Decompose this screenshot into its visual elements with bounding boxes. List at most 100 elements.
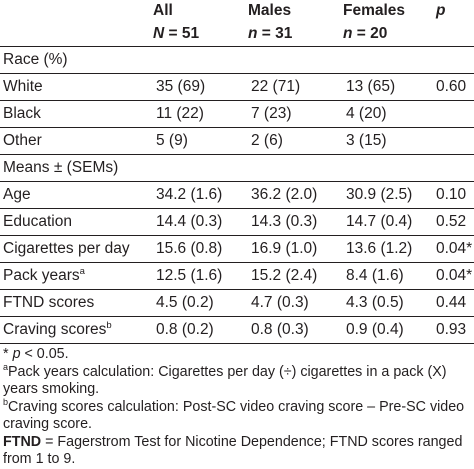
footnote-significance: * p < 0.05. bbox=[3, 346, 471, 364]
section-race: Race (%) bbox=[0, 46, 474, 74]
cell-females: 0.9 (0.4) bbox=[343, 316, 436, 344]
cell-females: 3 (15) bbox=[343, 127, 436, 155]
section-race-label: Race (%) bbox=[0, 46, 474, 74]
footnote-a-marker: a bbox=[3, 361, 9, 372]
row-label: Education bbox=[0, 208, 153, 236]
cell-p: 0.04* bbox=[436, 235, 474, 263]
cell-males: 22 (71) bbox=[248, 73, 343, 101]
footnote-ftnd-text: = Fagerstrom Test for Nicotine Dependenc… bbox=[3, 433, 463, 468]
table-row: Education 14.4 (0.3) 14.3 (0.3) 14.7 (0.… bbox=[0, 208, 474, 236]
count-eq-all: = 51 bbox=[164, 25, 200, 42]
cell-males: 14.3 (0.3) bbox=[248, 208, 343, 236]
section-means-label: Means ± (SEMs) bbox=[0, 154, 474, 182]
row-label: Craving scoresb bbox=[0, 316, 153, 344]
cell-males: 0.8 (0.3) bbox=[248, 316, 343, 344]
table-row: FTND scores 4.5 (0.2) 4.7 (0.3) 4.3 (0.5… bbox=[0, 289, 474, 317]
header-row-groups: All Males Females p bbox=[0, 0, 474, 22]
cell-males: 4.7 (0.3) bbox=[248, 289, 343, 317]
cell-males: 15.2 (2.4) bbox=[248, 262, 343, 290]
header-p: p bbox=[436, 2, 446, 19]
row-label: Pack yearsa bbox=[0, 262, 153, 290]
cell-p: 0.52 bbox=[436, 208, 474, 236]
header-females: Females bbox=[343, 2, 406, 19]
row-label: Age bbox=[0, 181, 153, 209]
table-row: Black 11 (22) 7 (23) 4 (20) bbox=[0, 100, 474, 128]
count-var-females: n bbox=[343, 25, 353, 42]
cell-all: 14.4 (0.3) bbox=[153, 208, 248, 236]
header-row-counts: N = 51 n = 31 n = 20 bbox=[0, 22, 474, 47]
row-label: Cigarettes per day bbox=[0, 235, 153, 263]
demographics-table: All Males Females p N = 51 n = 31 n = 20… bbox=[0, 0, 474, 344]
row-label-text: Education bbox=[3, 213, 72, 230]
cell-all: 35 (69) bbox=[153, 73, 248, 101]
cell-p: 0.10 bbox=[436, 181, 474, 209]
header-count-empty bbox=[0, 22, 153, 47]
header-count-males: n = 31 bbox=[248, 22, 343, 47]
section-means: Means ± (SEMs) bbox=[0, 154, 474, 182]
table-row: Cigarettes per day 15.6 (0.8) 16.9 (1.0)… bbox=[0, 235, 474, 263]
table-row: Other 5 (9) 2 (6) 3 (15) bbox=[0, 127, 474, 155]
cell-all: 4.5 (0.2) bbox=[153, 289, 248, 317]
header-males: Males bbox=[248, 2, 292, 19]
footnote-star-text: < 0.05. bbox=[20, 346, 69, 362]
cell-males: 2 (6) bbox=[248, 127, 343, 155]
count-var-all: N bbox=[153, 25, 165, 42]
table-footnotes: * p < 0.05. aPack years calculation: Cig… bbox=[3, 346, 471, 469]
table-row: Pack yearsa 12.5 (1.6) 15.2 (2.4) 8.4 (1… bbox=[0, 262, 474, 290]
footnote-a: aPack years calculation: Cigarettes per … bbox=[3, 361, 471, 399]
row-label: Black bbox=[0, 100, 153, 128]
row-label-footnote: a bbox=[79, 265, 85, 277]
footnote-b-marker: b bbox=[3, 396, 9, 407]
table-row: White 35 (69) 22 (71) 13 (65) 0.60 bbox=[0, 73, 474, 101]
cell-all: 12.5 (1.6) bbox=[153, 262, 248, 290]
row-label-footnote: b bbox=[106, 319, 112, 331]
cell-all: 15.6 (0.8) bbox=[153, 235, 248, 263]
row-label: White bbox=[0, 73, 153, 101]
count-eq-females: = 20 bbox=[352, 25, 388, 42]
cell-females: 30.9 (2.5) bbox=[343, 181, 436, 209]
cell-p: 0.93 bbox=[436, 316, 474, 344]
footnote-star: * bbox=[3, 346, 9, 362]
footnote-a-text: Pack years calculation: Cigarettes per d… bbox=[3, 363, 447, 398]
footnote-ftnd-abbr: FTND bbox=[3, 433, 42, 450]
cell-p bbox=[436, 127, 474, 155]
cell-p: 0.04* bbox=[436, 262, 474, 290]
footnote-p-var: p bbox=[12, 346, 21, 362]
header-count-p bbox=[436, 22, 474, 47]
cell-females: 4 (20) bbox=[343, 100, 436, 128]
header-empty-cell bbox=[0, 0, 153, 22]
footnote-ftnd: FTND = Fagerstrom Test for Nicotine Depe… bbox=[3, 434, 471, 469]
row-label-text: Cigarettes per day bbox=[3, 240, 130, 257]
footnote-b-text: Craving scores calculation: Post-SC vide… bbox=[3, 398, 465, 433]
row-label-text: Pack years bbox=[3, 267, 80, 284]
count-eq-males: = 31 bbox=[257, 25, 293, 42]
cell-females: 4.3 (0.5) bbox=[343, 289, 436, 317]
row-label-text: Age bbox=[3, 186, 31, 203]
cell-all: 34.2 (1.6) bbox=[153, 181, 248, 209]
count-var-males: n bbox=[248, 25, 258, 42]
table-row: Craving scoresb 0.8 (0.2) 0.8 (0.3) 0.9 … bbox=[0, 316, 474, 344]
cell-p bbox=[436, 100, 474, 128]
header-all: All bbox=[153, 2, 173, 19]
row-label-text: FTND scores bbox=[3, 294, 95, 311]
footnote-b: bCraving scores calculation: Post-SC vid… bbox=[3, 396, 471, 434]
cell-males: 36.2 (2.0) bbox=[248, 181, 343, 209]
cell-females: 13 (65) bbox=[343, 73, 436, 101]
cell-females: 14.7 (0.4) bbox=[343, 208, 436, 236]
row-label: FTND scores bbox=[0, 289, 153, 317]
cell-all: 11 (22) bbox=[153, 100, 248, 128]
cell-males: 7 (23) bbox=[248, 100, 343, 128]
cell-p: 0.60 bbox=[436, 73, 474, 101]
row-label: Other bbox=[0, 127, 153, 155]
table-row: Age 34.2 (1.6) 36.2 (2.0) 30.9 (2.5) 0.1… bbox=[0, 181, 474, 209]
row-label-text: Craving scores bbox=[3, 321, 107, 338]
header-count-females: n = 20 bbox=[343, 22, 436, 47]
cell-all: 0.8 (0.2) bbox=[153, 316, 248, 344]
cell-females: 13.6 (1.2) bbox=[343, 235, 436, 263]
cell-males: 16.9 (1.0) bbox=[248, 235, 343, 263]
header-count-all: N = 51 bbox=[153, 22, 248, 47]
cell-females: 8.4 (1.6) bbox=[343, 262, 436, 290]
cell-p: 0.44 bbox=[436, 289, 474, 317]
cell-all: 5 (9) bbox=[153, 127, 248, 155]
